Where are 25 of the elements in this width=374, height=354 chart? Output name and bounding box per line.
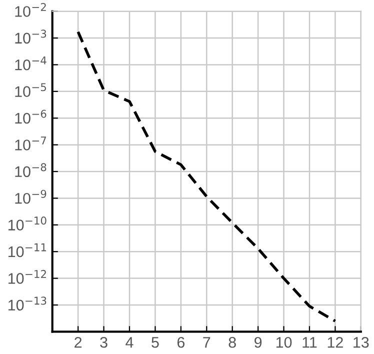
y-tick-label: 10$^{−7}$	[15, 136, 46, 150]
y-tick-label: 10$^{−9}$	[15, 190, 46, 204]
y-tick-label: 10$^{−5}$	[15, 83, 46, 97]
line-series	[76, 30, 337, 322]
y-tick-label: 10$^{−10}$	[8, 216, 46, 230]
y-tick-label: 10$^{−4}$	[15, 56, 46, 70]
x-tick-label: 13	[354, 336, 369, 348]
x-tick-label: 8	[228, 336, 236, 348]
x-tick-label: 2	[74, 336, 82, 348]
x-tick-label: 6	[177, 336, 184, 348]
y-tick-label: 10$^{−6}$	[15, 110, 46, 124]
y-tick-label: 10$^{−11}$	[8, 243, 46, 258]
x-tick-label: 11	[302, 337, 317, 348]
x-tick-label: 10	[276, 336, 292, 348]
x-tick-label: 5	[152, 337, 159, 348]
y-tick-label: 10$^{−2}$	[15, 2, 46, 17]
y-tick-label: 10$^{−8}$	[15, 163, 46, 178]
x-tick-label: 12	[328, 336, 343, 348]
x-tick-label: 7	[203, 337, 210, 348]
y-tick-label: 10$^{−12}$	[8, 270, 46, 284]
x-tick-label: 9	[254, 336, 262, 348]
x-tick-label: 4	[126, 337, 134, 348]
x-tick-label: 3	[100, 336, 108, 348]
y-tick-label: 10$^{−13}$	[8, 296, 46, 311]
y-tick-label: 10$^{−3}$	[15, 30, 46, 44]
